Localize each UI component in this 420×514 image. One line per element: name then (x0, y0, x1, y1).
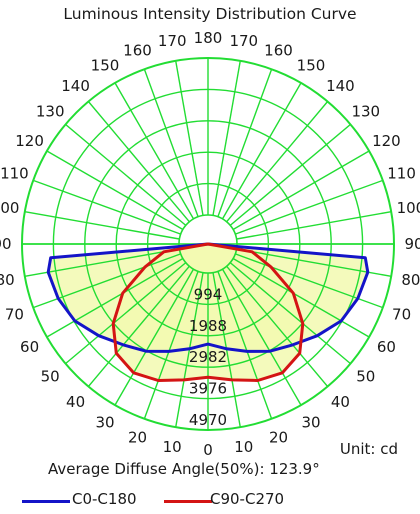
grid-spoke (235, 179, 384, 235)
grid-spoke (217, 271, 273, 420)
angle-tick-label: 100 (397, 199, 420, 217)
radial-tick-label: 3976 (189, 380, 227, 398)
series-line-c0-c180 (46, 242, 370, 353)
grid-spoke (114, 268, 195, 406)
angle-tick-label: 170 (229, 32, 258, 50)
angle-tick-label: 170 (158, 32, 187, 50)
angle-tick-label: 50 (356, 367, 375, 385)
angle-tick-label: 50 (41, 367, 60, 385)
angle-tick-label: 10 (163, 438, 182, 456)
grid-spoke (226, 265, 329, 387)
grid-spoke (229, 123, 351, 226)
angle-tick-label: 70 (5, 306, 24, 324)
grid-spoke (217, 68, 273, 217)
grid-spoke (212, 60, 241, 216)
grid-spoke (236, 211, 392, 240)
angle-tick-label: 110 (0, 165, 29, 183)
legend: C0-C180 C90-C270 (22, 490, 412, 510)
angle-tick-label: 130 (351, 103, 380, 121)
angle-tick-label: 140 (326, 77, 355, 95)
grid-spoke (226, 101, 329, 223)
legend-swatch-c90-c270 (164, 500, 212, 503)
angle-tick-label: 80 (401, 271, 420, 289)
angle-tick-label: 130 (36, 103, 65, 121)
chart-title: Luminous Intensity Distribution Curve (63, 5, 357, 23)
angle-tick-label: 120 (15, 132, 44, 150)
grid-spoke (46, 150, 184, 231)
grid-spoke (24, 248, 180, 277)
angle-tick-label: 0 (203, 441, 213, 459)
angle-tick-label: 20 (128, 429, 147, 447)
radial-tick-label: 4970 (189, 411, 227, 429)
angle-tick-label: 20 (269, 429, 288, 447)
legend-swatch-c0-c180 (22, 500, 70, 503)
angle-tick-label: 150 (91, 57, 120, 75)
angle-tick-label: 160 (264, 41, 293, 59)
grid-spoke (143, 68, 199, 217)
angle-tick-label: 30 (301, 413, 320, 431)
angle-tick-label: 100 (0, 199, 19, 217)
radial-tick-label: 994 (194, 285, 223, 303)
angle-tick-label: 140 (61, 77, 90, 95)
radial-tick-label: 2982 (189, 348, 227, 366)
series-line-c90-c270 (111, 242, 305, 382)
angle-tick-label: 60 (20, 338, 39, 356)
angle-tick-label: 30 (95, 413, 114, 431)
legend-label-c90-c270: C90-C270 (210, 490, 285, 508)
grid-spoke (65, 123, 187, 226)
grid-spoke (114, 82, 195, 220)
legend-label-c0-c180: C0-C180 (72, 490, 137, 508)
angle-tick-label: 40 (331, 393, 350, 411)
grid-spoke (232, 150, 370, 231)
grid-spoke (24, 211, 180, 240)
angle-tick-label: 110 (387, 165, 416, 183)
angle-tick-label: 10 (234, 438, 253, 456)
angle-tick-label: 80 (0, 271, 15, 289)
grid-spoke (32, 179, 181, 235)
angle-tick-label: 60 (377, 338, 396, 356)
angle-tick-label: 40 (66, 393, 85, 411)
unit-label: Unit: cd (339, 440, 398, 458)
curve-layer (46, 242, 370, 382)
angle-tick-label: 180 (194, 29, 223, 47)
angle-tick-label: 70 (392, 306, 411, 324)
label-layer: 9941988298239764970010203040506070809010… (0, 29, 420, 459)
grid-spoke (65, 262, 187, 365)
grid-spoke (87, 101, 190, 223)
grid-spoke (221, 268, 302, 406)
angle-tick-label: 160 (123, 41, 152, 59)
angle-tick-label: 120 (372, 132, 401, 150)
angle-tick-label: 90 (0, 235, 12, 253)
grid-spoke (175, 60, 204, 216)
grid-spoke (232, 257, 370, 338)
grid-spoke (229, 262, 351, 365)
radial-tick-label: 1988 (189, 317, 227, 335)
grid-spoke (143, 271, 199, 420)
grid-spoke (46, 257, 184, 338)
average-diffuse-angle: Average Diffuse Angle(50%): 123.9° (48, 460, 320, 478)
angle-tick-label: 90 (404, 235, 420, 253)
grid-spoke (87, 265, 190, 387)
angle-tick-label: 150 (297, 57, 326, 75)
grid-spoke (221, 82, 302, 220)
grid-spoke (236, 248, 392, 277)
